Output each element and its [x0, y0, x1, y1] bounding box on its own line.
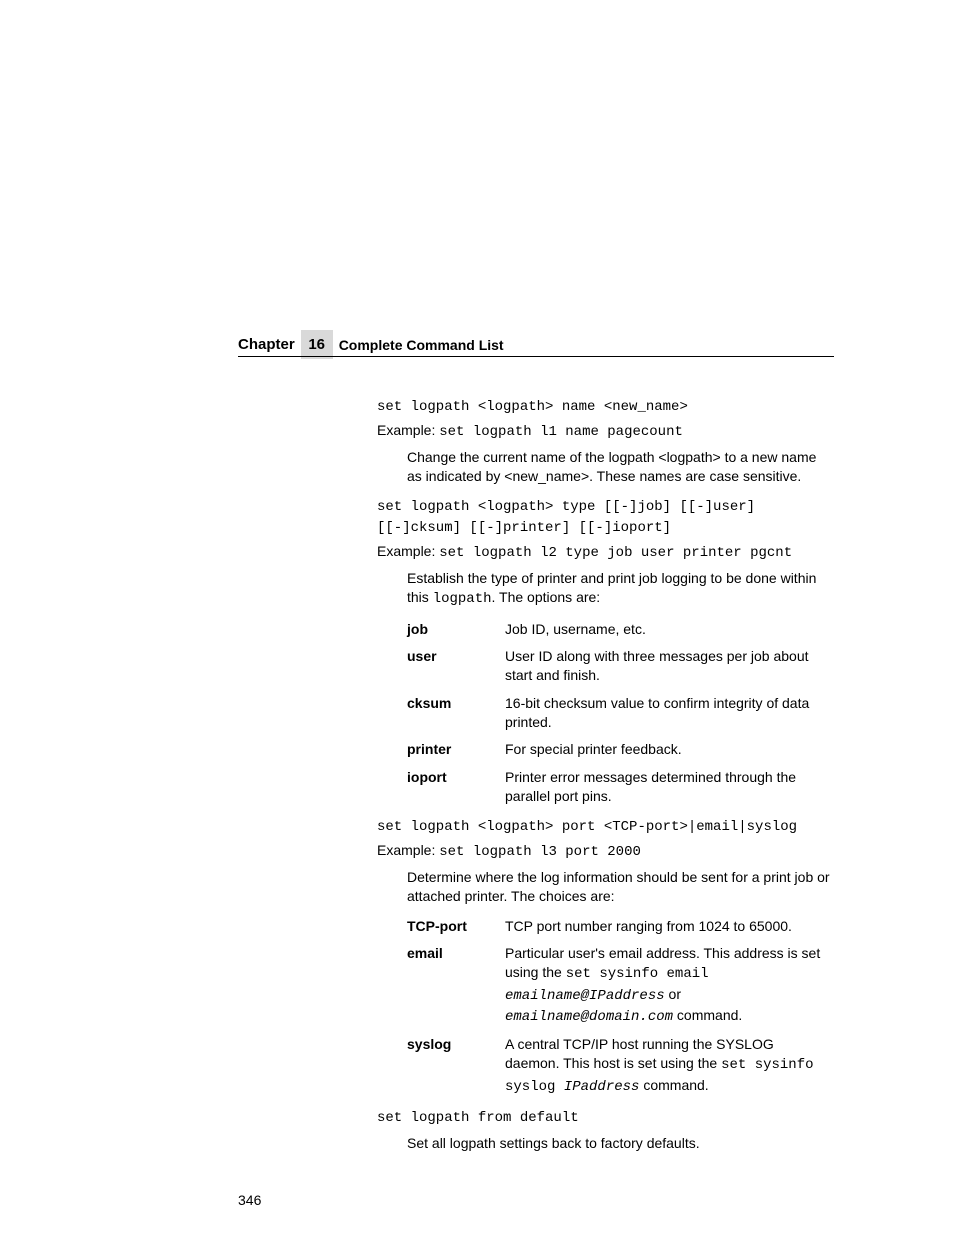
example-label: Example:	[377, 842, 435, 858]
option-def: Particular user's email address. This ad…	[505, 944, 832, 1027]
chapter-title: Complete Command List	[339, 337, 504, 353]
cmd-syntax: set logpath <logpath> name <new_name>	[377, 396, 832, 417]
option-def: 16-bit checksum value to confirm integri…	[505, 694, 832, 733]
option-row: TCP-port TCP port number ranging from 10…	[407, 917, 832, 936]
content-body: set logpath <logpath> name <new_name> Ex…	[377, 396, 832, 1163]
option-row: syslog A central TCP/IP host running the…	[407, 1035, 832, 1097]
option-row: ioport Printer error messages determined…	[407, 768, 832, 807]
example-code: set logpath l3 port 2000	[439, 844, 641, 860]
option-term: syslog	[407, 1035, 505, 1054]
example-line: Example: set logpath l3 port 2000	[377, 841, 832, 862]
example-code: set logpath l2 type job user printer pgc…	[439, 545, 792, 561]
option-term: cksum	[407, 694, 505, 713]
example-code: set logpath l1 name pagecount	[439, 424, 683, 440]
option-def: TCP port number ranging from 1024 to 650…	[505, 917, 832, 936]
option-def: Printer error messages determined throug…	[505, 768, 832, 807]
cmd-syntax: set logpath <logpath> port <TCP-port>|em…	[377, 816, 832, 837]
page: Chapter 16 Complete Command List set log…	[0, 0, 954, 1235]
option-term: email	[407, 944, 505, 963]
option-term: TCP-port	[407, 917, 505, 936]
option-row: email Particular user's email address. T…	[407, 944, 832, 1027]
option-def: A central TCP/IP host running the SYSLOG…	[505, 1035, 832, 1097]
option-term: user	[407, 647, 505, 666]
chapter-label: Chapter	[238, 336, 295, 353]
description: Determine where the log information shou…	[407, 868, 832, 907]
description: Change the current name of the logpath <…	[407, 448, 832, 487]
header-rule	[238, 356, 834, 357]
option-term: printer	[407, 740, 505, 759]
option-row: printer For special printer feedback.	[407, 740, 832, 759]
option-row: job Job ID, username, etc.	[407, 620, 832, 639]
description: Set all logpath settings back to factory…	[407, 1134, 832, 1153]
page-number: 346	[238, 1192, 261, 1208]
option-row: cksum 16-bit checksum value to confirm i…	[407, 694, 832, 733]
chapter-number: 16	[301, 330, 333, 359]
options-table: TCP-port TCP port number ranging from 10…	[407, 917, 832, 1098]
option-def: User ID along with three messages per jo…	[505, 647, 832, 686]
example-label: Example:	[377, 422, 435, 438]
option-def: Job ID, username, etc.	[505, 620, 832, 639]
option-def: For special printer feedback.	[505, 740, 832, 759]
option-term: job	[407, 620, 505, 639]
example-label: Example:	[377, 543, 435, 559]
option-term: ioport	[407, 768, 505, 787]
cmd-syntax: set logpath <logpath> type [[-]job] [[-]…	[377, 496, 832, 538]
example-line: Example: set logpath l2 type job user pr…	[377, 542, 832, 563]
cmd-syntax: set logpath from default	[377, 1107, 832, 1128]
options-table: job Job ID, username, etc. user User ID …	[407, 620, 832, 807]
example-line: Example: set logpath l1 name pagecount	[377, 421, 832, 442]
option-row: user User ID along with three messages p…	[407, 647, 832, 686]
description: Establish the type of printer and print …	[407, 569, 832, 610]
chapter-header: Chapter 16 Complete Command List	[238, 330, 834, 359]
